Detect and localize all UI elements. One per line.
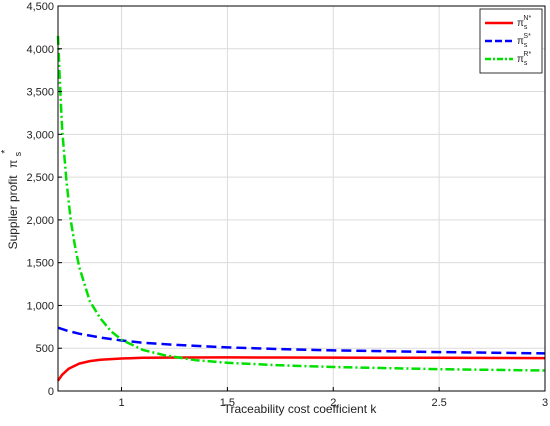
x-tick-label: 3 [542,397,548,409]
series-line-2 [57,326,546,355]
y-axis-label: Supplier profit π s * [0,149,24,250]
x-tick-label: 2 [330,397,336,409]
y-tick-label: 4,500 [26,1,54,13]
x-tick-label: 1.5 [220,397,235,409]
axis-ticks: 1 1.5 2 2.5 3 0 500 1,000 1,500 2,000 2,500 3,000 3,… [26,1,548,409]
legend-label-2: πsS* [517,33,531,49]
y-tick-label: 2,500 [26,172,54,184]
plot-frame [57,5,546,392]
y-tick-label: 4,000 [26,44,54,56]
x-tick-label: 1 [118,397,124,409]
y-axis-label-text: Supplier profit [6,175,20,250]
y-tick-label: 1,000 [26,300,54,312]
y-tick-label: 1,500 [26,258,54,270]
y-tick-label: 3,000 [26,129,54,141]
legend-label-3: πsR* [517,51,531,67]
svg-text:Supplier profit π: Supplier profit π s * [0,149,24,250]
series-line-1 [56,356,546,382]
y-axis-label-symbol: π [6,160,20,168]
legend-label-1: πsN* [517,15,531,31]
y-tick-label: 2,000 [26,215,54,227]
legend: πsN* πsS* πsR* [479,8,543,74]
y-tick-label: 3,500 [26,87,54,99]
series-layer [56,35,546,382]
grid-lines [58,5,546,392]
y-tick-label: 0 [48,386,54,398]
y-axis-label-superscript: * [0,150,11,154]
x-tick-label: 2.5 [431,397,446,409]
y-tick-label: 500 [36,343,54,355]
x-axis-label: Traceability cost coefficient k [224,402,378,416]
y-axis-label-subscript: s [13,151,23,156]
series-line-3 [56,35,546,372]
